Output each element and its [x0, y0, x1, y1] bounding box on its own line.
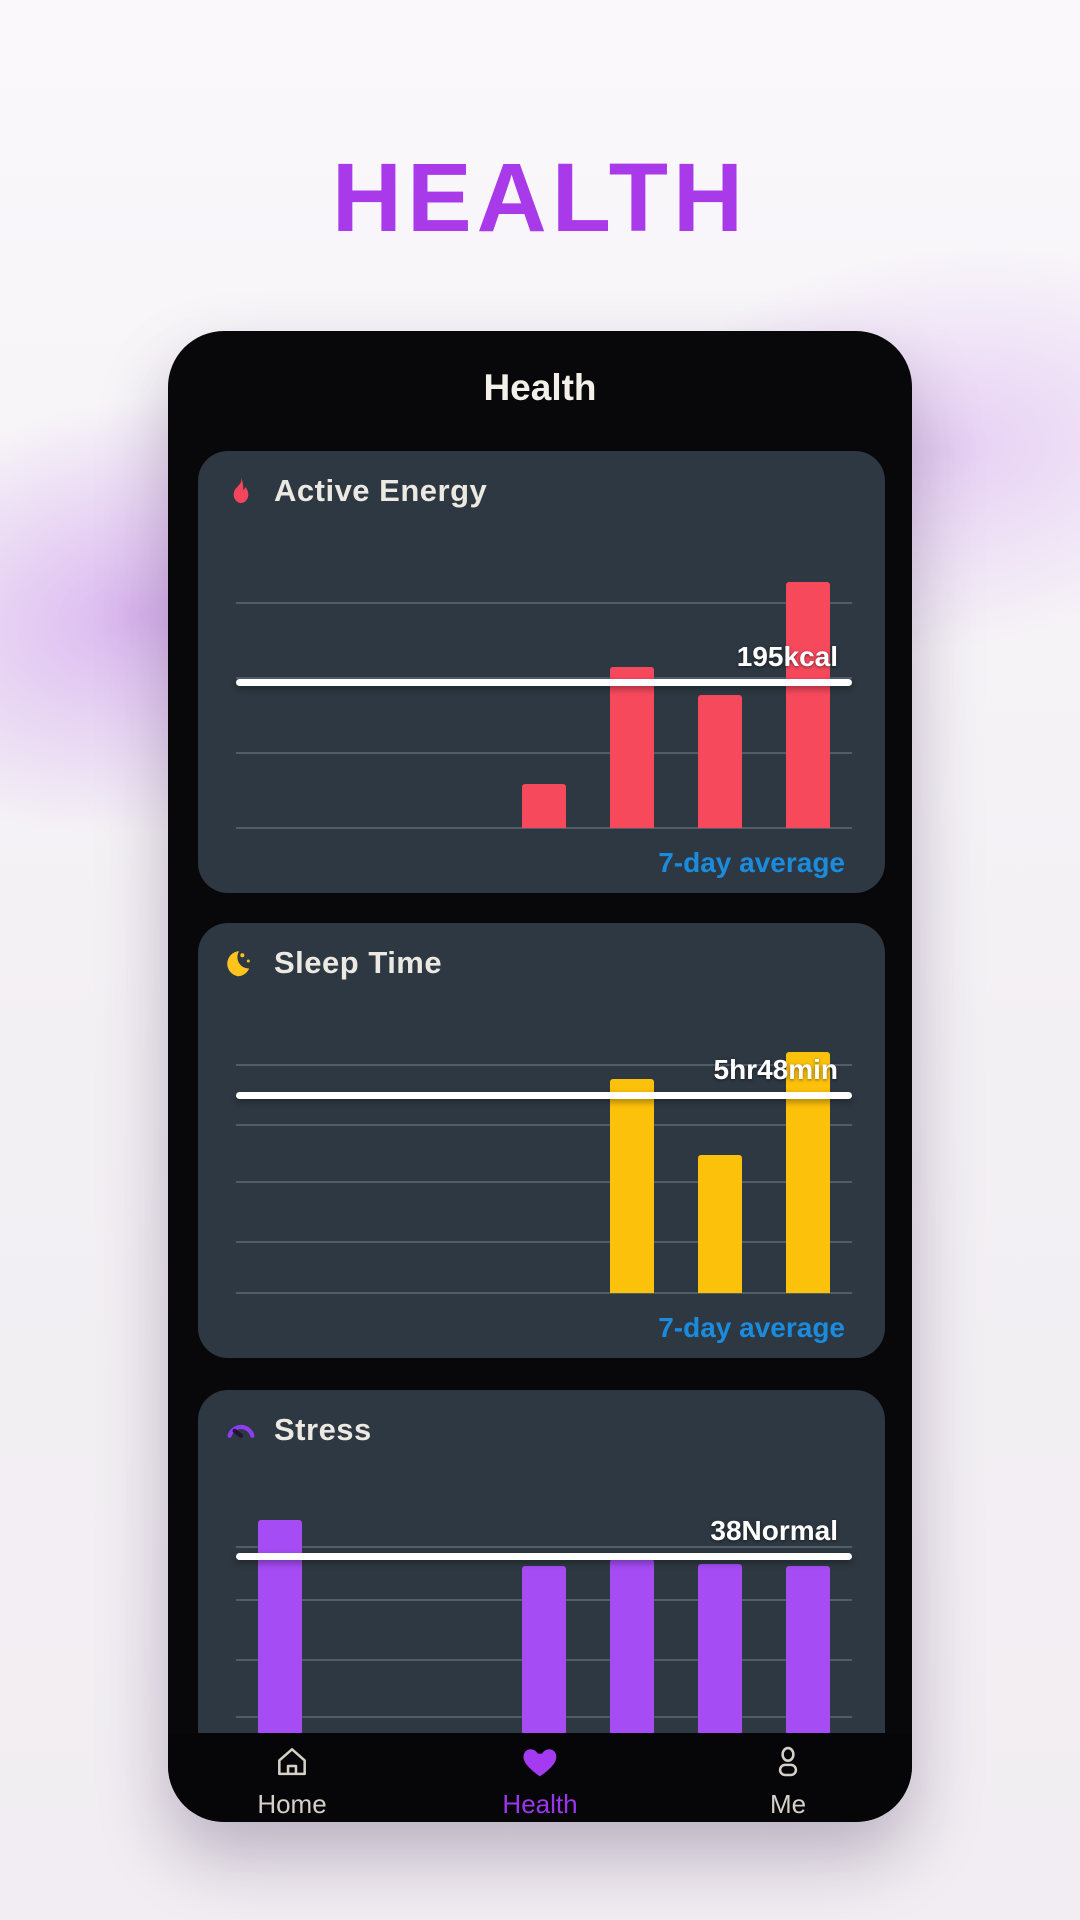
seven-day-average-label: 7-day average: [658, 1312, 845, 1343]
chart-gridline: [236, 827, 852, 829]
active-energy-card[interactable]: Active Energy 195kcal 7-day average: [198, 451, 885, 893]
tab-bar: Home Health Me: [168, 1733, 912, 1822]
chart-bar: [698, 1154, 742, 1293]
card-title: Sleep Time: [274, 945, 443, 980]
app-header: Health: [168, 367, 912, 409]
chart-gridline: [236, 1241, 852, 1243]
person-icon: [769, 1738, 807, 1786]
chart-gridline: [236, 752, 852, 754]
tab-label: Health: [502, 1789, 578, 1819]
flame-icon: [224, 474, 258, 508]
chart-gridline: [236, 677, 852, 679]
tab-label: Me: [769, 1789, 807, 1819]
tab-label: Home: [257, 1789, 327, 1819]
card-header: Active Energy: [224, 473, 487, 509]
active-energy-chart: 195kcal: [236, 570, 852, 829]
card-header: Sleep Time: [224, 945, 442, 981]
stress-chart: 38Normal: [236, 1505, 852, 1750]
chart-bar: [522, 783, 566, 828]
chart-bar: [698, 1563, 742, 1750]
tab-me[interactable]: Me: [664, 1733, 912, 1822]
moon-icon: [224, 946, 258, 980]
seven-day-average-label: 7-day average: [658, 847, 845, 878]
average-value-label: 195kcal: [736, 641, 838, 673]
chart-bar: [786, 1051, 830, 1293]
chart-gridline: [236, 1546, 852, 1548]
average-line: [236, 1553, 852, 1561]
chart-gridline: [236, 1181, 852, 1183]
chart-gridline: [236, 602, 852, 604]
page-title: HEALTH: [331, 143, 749, 252]
average-value-label: 5hr48min: [713, 1054, 839, 1086]
home-icon: [273, 1738, 311, 1786]
chart-bar: [698, 694, 742, 828]
tab-home[interactable]: Home: [168, 1733, 416, 1822]
chart-bar: [610, 667, 654, 828]
card-title: Active Energy: [274, 473, 488, 508]
average-line: [236, 679, 852, 687]
chart-bar: [610, 1079, 654, 1293]
chart-gridline: [236, 1292, 852, 1294]
chart-bar: [786, 1566, 830, 1750]
heart-icon: [518, 1738, 562, 1786]
chart-bar: [610, 1558, 654, 1750]
chart-bar: [522, 1566, 566, 1750]
app-header-title: Health: [483, 367, 597, 408]
chart-gridline: [236, 1124, 852, 1126]
phone-frame: Health Active Energy 195kcal 7-day avera…: [168, 331, 912, 1822]
sleep-time-chart: 5hr48min: [236, 1040, 852, 1294]
average-value-label: 38Normal: [710, 1515, 838, 1547]
tab-health[interactable]: Health: [416, 1733, 664, 1822]
card-header: Stress: [224, 1412, 372, 1448]
sleep-time-card[interactable]: Sleep Time 5hr48min 7-day average: [198, 923, 885, 1358]
gauge-icon: [224, 1413, 258, 1447]
card-title: Stress: [274, 1412, 372, 1447]
chart-gridline: [236, 1064, 852, 1066]
average-line: [236, 1092, 852, 1100]
chart-bar: [786, 581, 830, 828]
